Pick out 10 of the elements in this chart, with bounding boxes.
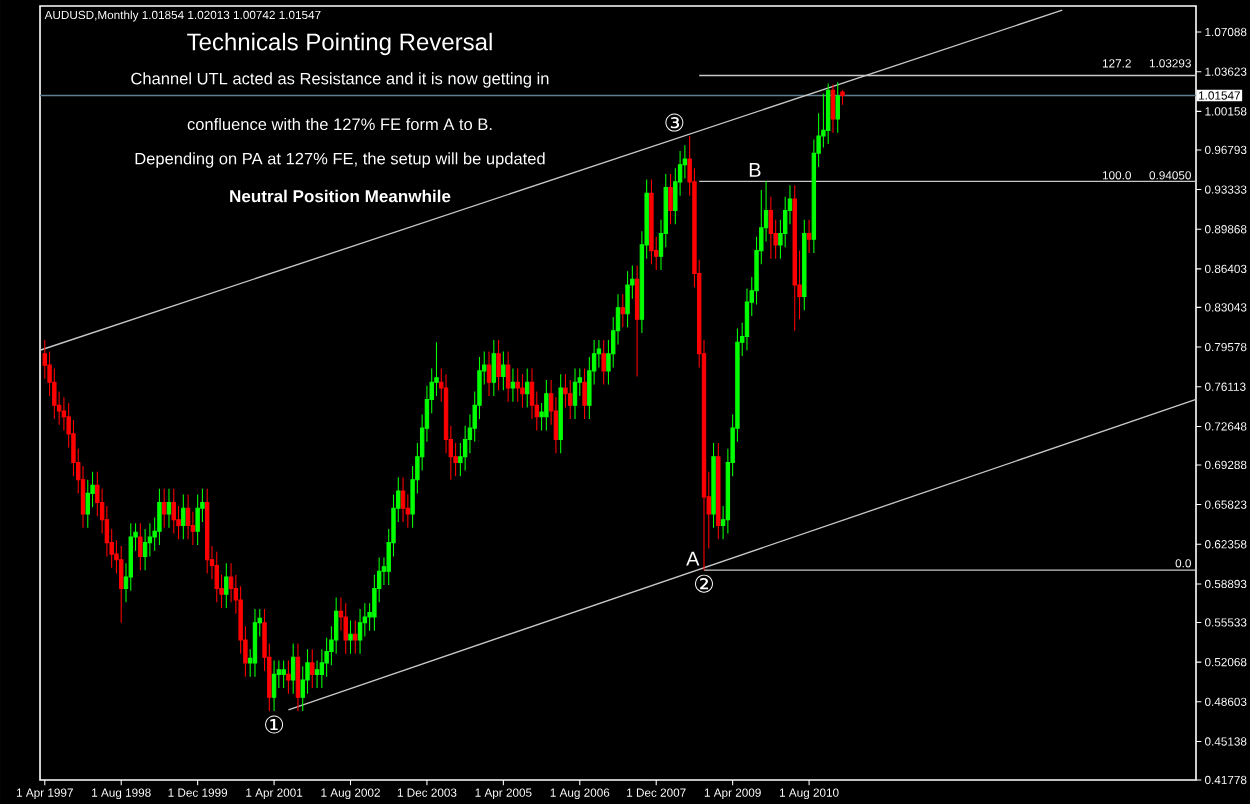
annotation: ③: [665, 113, 684, 132]
annotation: ①: [265, 715, 284, 734]
annotation: Channel UTL acted as Resistance and it is now getting in: [131, 72, 549, 88]
annotation: ②: [695, 574, 713, 593]
annotation: A: [686, 551, 700, 566]
text: Technicals Pointing Reversal: [187, 32, 492, 56]
annotation: Neutral Position Meanwhile: [230, 189, 451, 203]
annotation: B: [749, 163, 761, 177]
annotation: confluence with the 127% FE form A to B.: [187, 117, 492, 131]
annotation: Depending on PA at 127% FE, the setup will be updated: [135, 152, 545, 168]
